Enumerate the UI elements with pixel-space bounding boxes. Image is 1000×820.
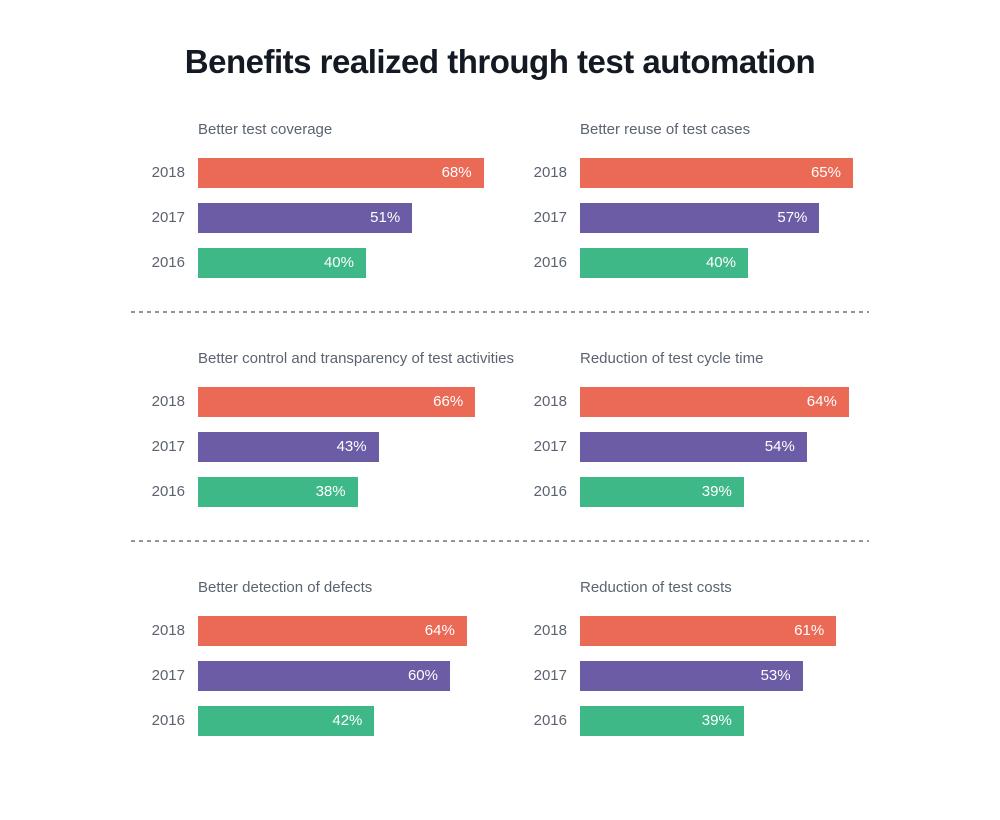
year-label: 2016	[151, 712, 185, 730]
bar-row: 2016 42%	[118, 705, 500, 736]
page-title: Benefits realized through test automatio…	[184, 43, 816, 80]
bar: 40%	[198, 247, 366, 278]
bar-value-label: 54%	[764, 438, 795, 456]
bar-row: 2017 43%	[118, 431, 500, 462]
bar-row: 2017 60%	[118, 660, 500, 691]
bar-row: 2018 64%	[500, 386, 882, 417]
bar-row: 2018 64%	[118, 615, 500, 646]
bar: 61%	[580, 615, 837, 646]
bar-value-label: 40%	[323, 254, 354, 272]
chart-bars: 2018 65% 2017 57% 2016 40%	[500, 157, 882, 278]
year-label: 2018	[151, 622, 185, 640]
mini-bar-chart: Better detection of defects 2018 64% 201…	[118, 578, 500, 736]
bar-value-label: 66%	[433, 393, 464, 411]
bar: 51%	[198, 202, 413, 233]
bar-value-label: 42%	[332, 712, 363, 730]
chart-title: Better control and transparency of test …	[198, 349, 514, 367]
bar-row: 2016 38%	[118, 476, 500, 507]
chart-bars: 2018 61% 2017 53% 2016 39%	[500, 615, 882, 736]
bar-value-label: 60%	[407, 667, 438, 685]
year-label: 2017	[533, 438, 567, 456]
mini-bar-chart: Reduction of test cycle time 2018 64% 20…	[500, 349, 882, 507]
chart-title: Better test coverage	[198, 120, 333, 138]
chart-title: Reduction of test cycle time	[580, 349, 764, 367]
bar-value-label: 64%	[806, 393, 837, 411]
bar: 38%	[198, 476, 358, 507]
bar-row: 2018 61%	[500, 615, 882, 646]
bar: 54%	[580, 431, 807, 462]
bar-value-label: 61%	[794, 622, 825, 640]
bar-value-label: 53%	[760, 667, 791, 685]
bar-row: 2018 68%	[118, 157, 500, 188]
bar-value-label: 65%	[810, 164, 841, 182]
bar: 57%	[580, 202, 820, 233]
year-label: 2017	[151, 209, 185, 227]
chart-bars: 2018 66% 2017 43% 2016 38%	[118, 386, 500, 507]
bar-value-label: 39%	[701, 483, 732, 501]
year-label: 2016	[533, 712, 567, 730]
year-label: 2018	[151, 393, 185, 411]
bar: 43%	[198, 431, 379, 462]
bar: 66%	[198, 386, 476, 417]
bar-value-label: 38%	[315, 483, 346, 501]
mini-bar-chart: Better control and transparency of test …	[118, 349, 514, 507]
bar: 68%	[198, 157, 484, 188]
section-divider	[131, 539, 869, 542]
bar: 65%	[580, 157, 853, 188]
chart-bars: 2018 64% 2017 54% 2016 39%	[500, 386, 882, 507]
chart-grid-row: Better detection of defects 2018 64% 201…	[118, 578, 882, 736]
chart-title: Reduction of test costs	[580, 578, 732, 596]
year-label: 2018	[533, 393, 567, 411]
year-label: 2017	[533, 209, 567, 227]
bar: 39%	[580, 476, 744, 507]
year-label: 2018	[533, 622, 567, 640]
year-label: 2016	[533, 254, 567, 272]
bar: 53%	[580, 660, 803, 691]
charts-grid: Better test coverage 2018 68% 2017 51% 2…	[118, 120, 882, 736]
bar-row: 2016 39%	[500, 476, 882, 507]
year-label: 2017	[151, 667, 185, 685]
year-label: 2016	[533, 483, 567, 501]
section-divider	[131, 310, 869, 313]
bar-value-label: 64%	[424, 622, 455, 640]
year-label: 2016	[151, 483, 185, 501]
mini-bar-chart: Better test coverage 2018 68% 2017 51% 2…	[118, 120, 500, 278]
chart-grid-row: Better control and transparency of test …	[118, 349, 882, 507]
chart-title: Better detection of defects	[198, 578, 373, 596]
bar-row: 2018 65%	[500, 157, 882, 188]
bar: 40%	[580, 247, 748, 278]
mini-bar-chart: Reduction of test costs 2018 61% 2017 53…	[500, 578, 882, 736]
bar-row: 2017 54%	[500, 431, 882, 462]
year-label: 2017	[151, 438, 185, 456]
bar: 42%	[198, 705, 375, 736]
bar: 64%	[580, 386, 849, 417]
bar-row: 2017 53%	[500, 660, 882, 691]
bar-row: 2018 66%	[118, 386, 500, 417]
bar-row: 2016 40%	[500, 247, 882, 278]
bar-row: 2017 51%	[118, 202, 500, 233]
year-label: 2016	[151, 254, 185, 272]
chart-title: Better reuse of test cases	[580, 120, 751, 138]
bar: 60%	[198, 660, 450, 691]
chart-bars: 2018 68% 2017 51% 2016 40%	[118, 157, 500, 278]
bar-value-label: 51%	[370, 209, 401, 227]
year-label: 2017	[533, 667, 567, 685]
bar-value-label: 57%	[777, 209, 808, 227]
chart-grid-row: Better test coverage 2018 68% 2017 51% 2…	[118, 120, 882, 278]
bar-row: 2016 40%	[118, 247, 500, 278]
bar: 64%	[198, 615, 467, 646]
year-label: 2018	[151, 164, 185, 182]
bar-value-label: 39%	[701, 712, 732, 730]
chart-bars: 2018 64% 2017 60% 2016 42%	[118, 615, 500, 736]
mini-bar-chart: Better reuse of test cases 2018 65% 2017…	[500, 120, 882, 278]
bar-value-label: 68%	[441, 164, 472, 182]
bar-row: 2016 39%	[500, 705, 882, 736]
bar-value-label: 43%	[336, 438, 367, 456]
bar-value-label: 40%	[705, 254, 736, 272]
bar: 39%	[580, 705, 744, 736]
bar-row: 2017 57%	[500, 202, 882, 233]
year-label: 2018	[533, 164, 567, 182]
